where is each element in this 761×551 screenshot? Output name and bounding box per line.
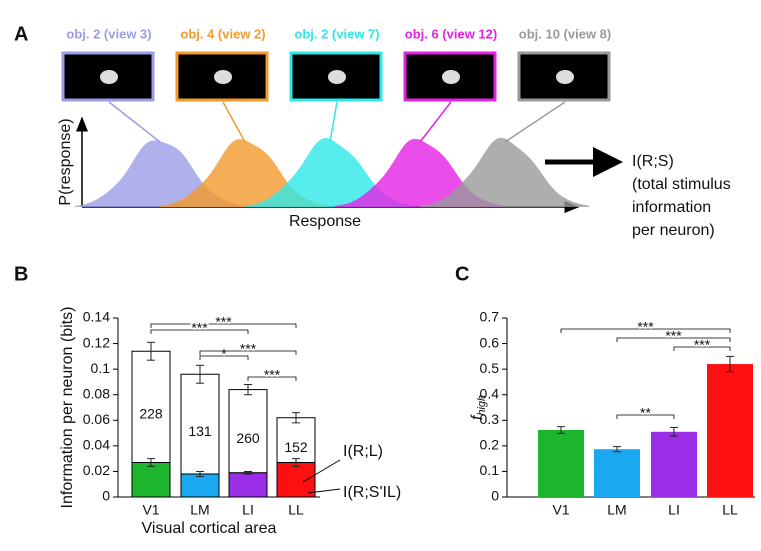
significance-label: *** — [694, 337, 711, 353]
connector — [329, 101, 338, 143]
object-image — [442, 70, 460, 84]
y-tick-label: 0.5 — [480, 360, 500, 376]
significance-label: *** — [240, 341, 257, 357]
bar — [707, 364, 753, 497]
object-label: obj. 6 (view 12) — [405, 26, 497, 41]
response-distribution — [420, 137, 590, 207]
x-tick-label: V1 — [142, 502, 159, 518]
significance-bracket — [150, 323, 297, 328]
object-label: obj. 2 (view 3) — [66, 26, 151, 41]
output-text: (total stimulus — [632, 176, 731, 193]
object-image — [214, 70, 232, 84]
bar-segment — [228, 472, 268, 498]
object-label: obj. 2 (view 7) — [294, 26, 379, 41]
panel-label: A — [14, 23, 28, 45]
bar-segment — [180, 373, 220, 475]
y-tick-label: 0.6 — [480, 334, 500, 350]
y-tick-label: 0.14 — [83, 309, 110, 325]
significance-label: ** — [640, 405, 651, 421]
n-label: 228 — [139, 406, 163, 422]
object-frame — [175, 51, 269, 102]
y-tick-label: 0.02 — [83, 462, 110, 478]
legend-label: I(R;L) — [343, 443, 383, 460]
connector — [504, 101, 566, 143]
x-axis-label: Visual cortical area — [142, 520, 277, 537]
y-tick-label: 0.1 — [480, 462, 500, 478]
significance-bracket — [616, 337, 731, 342]
significance-label: *** — [191, 320, 208, 336]
x-axis-label: Response — [289, 213, 361, 230]
legend-pointer — [307, 488, 341, 494]
significance-bracket — [673, 346, 731, 351]
y-tick-label: 0.7 — [480, 309, 500, 325]
y-tick-label: 0.4 — [480, 385, 500, 401]
bar-segment — [180, 473, 220, 498]
bar — [651, 431, 697, 497]
legend-pointer — [302, 459, 341, 483]
y-tick-label: 0.04 — [83, 437, 110, 453]
y-tick-label: 0.1 — [91, 360, 111, 376]
n-label: 152 — [284, 439, 308, 455]
significance-bracket — [560, 328, 731, 333]
y-tick-label: 0.06 — [83, 411, 110, 427]
y-tick-label: 0.12 — [83, 334, 110, 350]
x-tick-label: LL — [288, 502, 304, 518]
output-text: information — [632, 199, 711, 216]
y-tick-label: 0.08 — [83, 385, 110, 401]
significance-label: *** — [215, 314, 232, 330]
panel-label: B — [14, 263, 28, 285]
significance-bracket — [199, 350, 297, 355]
n-label: 131 — [188, 423, 212, 439]
x-tick-label: LI — [242, 502, 254, 518]
bar — [538, 430, 584, 497]
legend-label: I(R;S'IL) — [343, 484, 401, 501]
x-tick-label: LM — [607, 502, 626, 518]
y-tick-label: 0 — [102, 488, 110, 504]
output-text: per neuron) — [632, 222, 715, 239]
significance-label: *** — [264, 367, 281, 383]
panel-label: C — [455, 263, 469, 285]
significance-bracket — [199, 355, 249, 360]
significance-label: *** — [637, 319, 654, 335]
y-axis-label-main: f — [469, 414, 486, 420]
bar-segment — [276, 461, 316, 498]
bar-segment — [276, 417, 316, 463]
y-tick-label: 0.2 — [480, 437, 500, 453]
y-tick-label: 0.3 — [480, 411, 500, 427]
bar-segment — [131, 350, 171, 463]
x-tick-label: LI — [668, 502, 680, 518]
x-tick-label: V1 — [552, 502, 569, 518]
y-axis-label: P(response) — [57, 118, 74, 205]
y-axis-label: Information per neuron (bits) — [59, 307, 76, 509]
object-image — [328, 70, 346, 84]
object-image — [556, 70, 574, 84]
n-label: 260 — [236, 430, 260, 446]
object-image — [100, 70, 118, 84]
output-text: I(R;S) — [632, 153, 674, 170]
connector — [419, 101, 452, 143]
connector — [108, 101, 161, 143]
bar-segment — [131, 461, 171, 498]
object-label: obj. 4 (view 2) — [180, 26, 265, 41]
bar — [594, 449, 640, 497]
connector — [222, 101, 246, 143]
y-axis-label-sub: high — [476, 395, 488, 416]
y-tick-label: 0 — [491, 488, 499, 504]
significance-label: *** — [665, 328, 682, 344]
y-axis-label: fhigh — [469, 395, 488, 420]
significance-label: * — [221, 346, 227, 362]
significance-bracket — [616, 414, 675, 419]
x-tick-label: LL — [722, 502, 738, 518]
significance-bracket — [247, 376, 297, 381]
x-tick-label: LM — [190, 502, 209, 518]
object-label: obj. 10 (view 8) — [519, 26, 611, 41]
significance-bracket — [150, 329, 249, 334]
